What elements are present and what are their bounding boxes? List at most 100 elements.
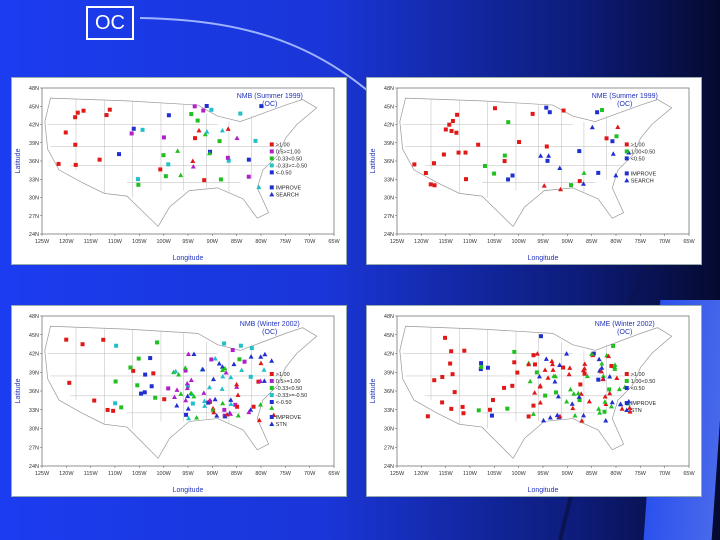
site-marker-triangle xyxy=(212,396,218,402)
site-marker-square xyxy=(105,407,110,412)
site-marker-triangle xyxy=(581,412,587,418)
site-marker-triangle xyxy=(570,405,576,411)
site-marker-triangle xyxy=(184,380,190,386)
site-marker-triangle xyxy=(235,413,241,418)
site-marker-square xyxy=(209,357,214,362)
site-marker-triangle xyxy=(566,371,572,377)
y-tick-label: 27N xyxy=(29,214,39,220)
site-marker-square xyxy=(249,346,254,351)
site-marker-triangle xyxy=(269,405,275,410)
y-tick-label: 42N xyxy=(384,352,394,358)
site-marker-square xyxy=(515,370,520,375)
x-tick-label: 95W xyxy=(182,471,194,477)
site-marker-triangle xyxy=(557,413,563,419)
site-marker-square xyxy=(506,177,511,182)
x-tick-label: 70W xyxy=(659,471,671,477)
site-marker-square xyxy=(73,142,78,147)
site-marker-square xyxy=(113,401,118,406)
site-marker-triangle xyxy=(256,417,262,423)
site-marker-triangle xyxy=(228,374,234,380)
x-tick-label: 75W xyxy=(280,239,292,245)
site-marker-square xyxy=(201,108,206,113)
site-marker-triangle xyxy=(201,398,207,404)
site-marker-square xyxy=(440,400,445,405)
site-marker-triangle xyxy=(175,148,181,153)
site-marker-triangle xyxy=(555,393,561,399)
legend-label: -0.33<0.50 xyxy=(276,386,302,392)
site-marker-square xyxy=(131,368,136,373)
legend-label: 0.5>=1.00 xyxy=(276,149,301,155)
panel-nme-summer: 125W 120W 115W 110W 105W 100W 95W 90W 85W 80W 75W 7… xyxy=(367,78,701,264)
y-tick-label: 42N xyxy=(384,123,394,129)
y-tick-label: 36N xyxy=(384,159,394,165)
x-tick-label: 120W xyxy=(59,471,74,477)
site-marker-triangle xyxy=(545,375,551,380)
site-marker-square xyxy=(561,365,566,370)
site-marker-square xyxy=(206,400,211,405)
site-marker-triangle xyxy=(261,367,267,372)
site-marker-square xyxy=(432,183,437,188)
site-marker-triangle xyxy=(235,392,241,397)
site-marker-square xyxy=(75,110,80,115)
site-marker-triangle xyxy=(550,367,556,372)
site-marker-square xyxy=(449,406,454,411)
panel-subtitle: (OC) xyxy=(262,329,277,336)
site-marker-triangle xyxy=(580,181,586,186)
site-marker-square xyxy=(544,105,549,110)
site-marker-square xyxy=(510,173,515,178)
x-tick-label: 105W xyxy=(487,239,502,245)
x-tick-label: 110W xyxy=(108,471,123,477)
legend-label: >1.00 xyxy=(631,142,645,148)
site-marker-triangle xyxy=(223,370,229,375)
site-marker-triangle xyxy=(206,150,212,156)
site-marker-square xyxy=(114,343,119,348)
site-marker-square xyxy=(440,374,445,379)
site-marker-triangle xyxy=(194,414,200,420)
site-marker-square xyxy=(450,372,455,377)
y-tick-label: 48N xyxy=(29,86,39,92)
site-marker-triangle xyxy=(627,409,633,414)
site-marker-square xyxy=(101,337,106,342)
y-tick-label: 39N xyxy=(384,370,394,376)
x-tick-label: 65W xyxy=(328,239,340,245)
legend-label: <-0.50 xyxy=(276,170,292,176)
site-marker-square xyxy=(449,128,454,133)
site-marker-triangle xyxy=(612,366,618,371)
x-tick-label: 115W xyxy=(439,471,454,477)
site-marker-triangle xyxy=(201,390,207,395)
site-marker-square xyxy=(92,398,97,403)
site-marker-triangle xyxy=(196,127,202,133)
site-marker-square xyxy=(193,136,198,141)
site-marker-square xyxy=(532,362,537,367)
site-marker-triangle xyxy=(619,406,625,411)
site-marker-square xyxy=(230,348,235,353)
site-marker-square xyxy=(569,183,574,188)
x-tick-label: 70W xyxy=(659,239,671,245)
y-tick-label: 27N xyxy=(384,214,394,220)
network-label: IMPROVE xyxy=(276,415,302,421)
y-tick-label: 45N xyxy=(384,104,394,110)
site-marker-square xyxy=(246,157,251,162)
site-marker-square xyxy=(67,380,72,385)
site-marker-square xyxy=(104,113,109,118)
site-marker-triangle xyxy=(186,415,192,421)
site-marker-triangle xyxy=(219,364,225,369)
site-marker-triangle xyxy=(246,409,252,415)
site-marker-triangle xyxy=(184,385,190,391)
site-marker-triangle xyxy=(557,362,563,368)
panel-subtitle: (OC) xyxy=(262,101,277,108)
x-tick-label: 95W xyxy=(537,239,549,245)
site-marker-triangle xyxy=(567,365,573,370)
y-tick-label: 27N xyxy=(29,445,39,451)
site-marker-square xyxy=(242,359,247,364)
x-tick-label: 90W xyxy=(562,471,574,477)
site-marker-square xyxy=(251,404,256,409)
site-marker-square xyxy=(538,334,543,339)
site-marker-square xyxy=(81,108,86,113)
site-marker-square xyxy=(153,395,158,400)
site-marker-triangle xyxy=(602,393,608,399)
panel-title: NMB (Summer 1999) xyxy=(237,93,303,100)
site-marker-square xyxy=(487,407,492,412)
network-label: STN xyxy=(631,408,642,414)
y-tick-label: 24N xyxy=(384,232,394,238)
